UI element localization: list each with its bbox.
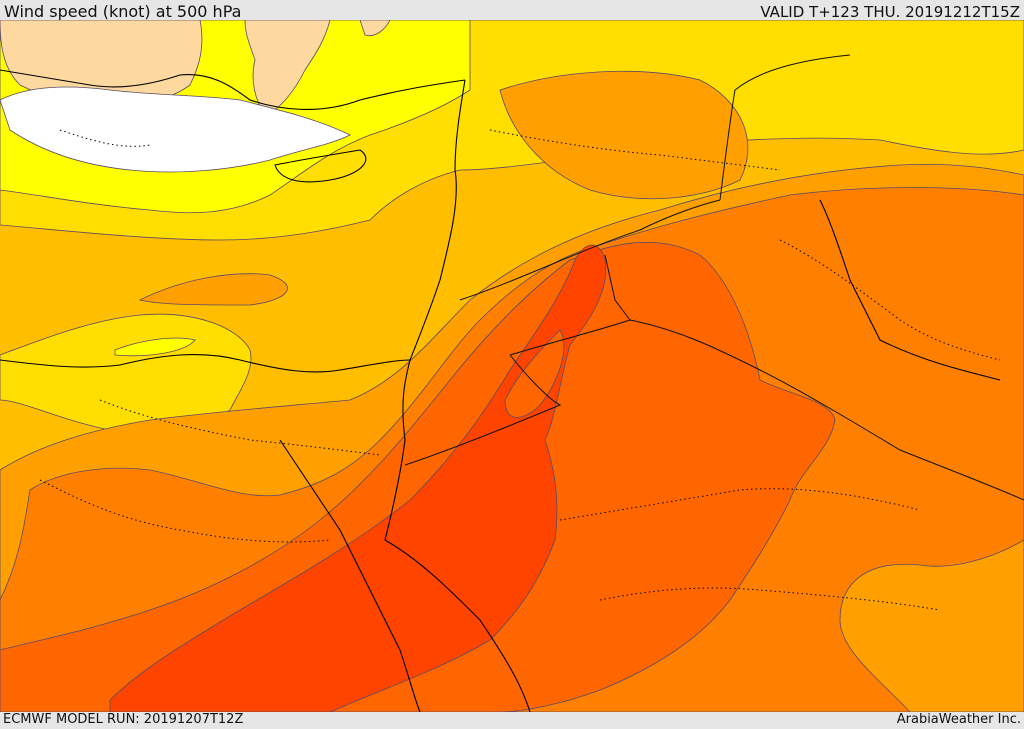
footer-bar: ECMWF MODEL RUN: 20191207T12Z ArabiaWeat… xyxy=(0,712,1024,729)
coastline-egypt xyxy=(0,354,411,373)
border-line-3 xyxy=(459,199,721,301)
admin-boundary-2 xyxy=(39,479,331,543)
coastline-red-sea-west xyxy=(279,439,421,712)
admin-boundary-3 xyxy=(559,488,921,521)
model-run: ECMWF MODEL RUN: 20191207T12Z xyxy=(3,712,244,727)
valid-time: VALID T+123 THU. 20191212T15Z xyxy=(760,3,1020,21)
coastline-levant xyxy=(402,79,466,441)
wind-speed-map[interactable] xyxy=(0,20,1024,712)
border-line-5 xyxy=(404,354,562,466)
map-title: Wind speed (knot) at 500 hPa xyxy=(4,2,242,21)
coastline-anatolia xyxy=(0,69,466,111)
border-line-4 xyxy=(719,54,851,201)
band-6-area xyxy=(0,241,836,712)
credit: ArabiaWeather Inc. xyxy=(896,712,1021,727)
map-svg xyxy=(0,20,1024,712)
border-line-2 xyxy=(604,254,631,321)
land-light-area-3 xyxy=(359,20,391,37)
header-bar: Wind speed (knot) at 500 hPa VALID T+123… xyxy=(0,0,1024,21)
coastline-cyprus xyxy=(274,149,367,183)
calm-area xyxy=(0,86,351,173)
coastline-red-sea-east xyxy=(384,439,531,712)
band-7-area xyxy=(109,244,607,712)
band-1-small xyxy=(114,337,196,357)
band-4-blob xyxy=(138,273,288,306)
border-line-1 xyxy=(509,319,1024,501)
band-4-blob-2 xyxy=(499,70,749,200)
coastline-gulf xyxy=(819,199,1001,381)
admin-boundary-7 xyxy=(59,129,151,147)
band-6-inner xyxy=(504,329,565,418)
admin-boundary-5 xyxy=(779,239,1001,361)
